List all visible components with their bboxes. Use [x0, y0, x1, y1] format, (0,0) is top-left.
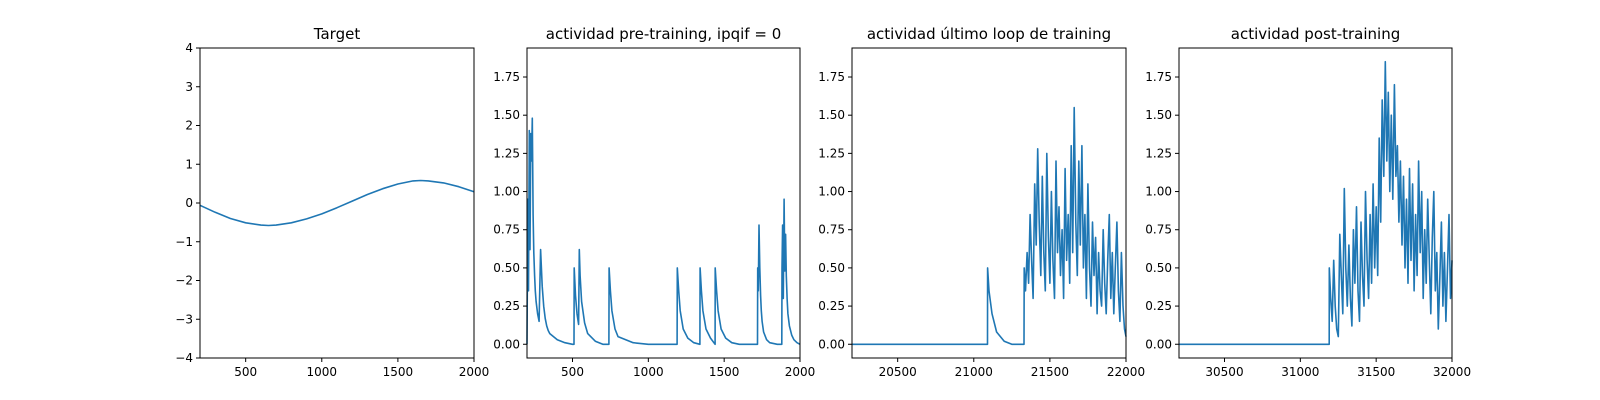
subplot-1: Target 500 1000 1500 2000 −4 −3 −2 −1 0 1 2 3 4	[175, 25, 489, 379]
y-tick-label: 1.00	[493, 185, 520, 199]
y-tick-label: 1.00	[1145, 185, 1172, 199]
x-tick-label: 31000	[1281, 365, 1319, 379]
y-tick-label: 3	[185, 80, 193, 94]
y-tick-label: 0.00	[493, 337, 520, 351]
x-tick-label: 30500	[1205, 365, 1243, 379]
y-tick-label: 0.50	[493, 261, 520, 275]
y-tick-label: −3	[175, 312, 193, 326]
y-tick-label: 2	[185, 119, 193, 133]
y-tick-label: 0.00	[818, 337, 845, 351]
y-tick-label: 0.50	[818, 261, 845, 275]
y-tick-label: 1.25	[1145, 146, 1172, 160]
y-tick-label: 4	[185, 41, 193, 55]
y-tick-label: 0.75	[493, 223, 520, 237]
y-tick-label: 0.00	[1145, 337, 1172, 351]
y-tick-label: −2	[175, 274, 193, 288]
axes-frame	[1178, 47, 1453, 359]
subplot-title: actividad último loop de training	[867, 25, 1111, 43]
series-line	[1179, 60, 1453, 346]
y-tick-label: −4	[175, 351, 193, 365]
axes-frame	[851, 47, 1127, 359]
y-tick-label: 1.25	[818, 146, 845, 160]
axes-frame	[526, 47, 801, 359]
subplot-title: actividad pre-training, ipqif = 0	[546, 25, 782, 43]
series-line	[526, 117, 801, 346]
series-line	[852, 106, 1127, 346]
subplot-4: actividad post-training 30500 31000 31500 32…	[1145, 25, 1471, 379]
subplot-title: Target	[313, 25, 361, 43]
x-tick-label: 1000	[633, 365, 664, 379]
y-tick-label: −1	[175, 235, 193, 249]
x-tick-label: 1000	[307, 365, 338, 379]
y-tick-label: 1.50	[1145, 108, 1172, 122]
subplot-title: actividad post-training	[1231, 25, 1400, 43]
x-tick-label: 21500	[1031, 365, 1069, 379]
x-tick-label: 20500	[879, 365, 917, 379]
y-tick-label: 0.75	[818, 223, 845, 237]
y-tick-label: 0.25	[1145, 299, 1172, 313]
y-tick-label: 1.25	[493, 146, 520, 160]
y-tick-label: 0.75	[1145, 223, 1172, 237]
x-tick-label: 500	[234, 365, 257, 379]
x-tick-label: 500	[561, 365, 584, 379]
axes-frame	[199, 47, 475, 359]
y-tick-label: 1.00	[818, 185, 845, 199]
x-tick-label: 2000	[459, 365, 490, 379]
x-tick-label: 1500	[383, 365, 414, 379]
y-tick-label: 1.75	[493, 70, 520, 84]
y-tick-label: 1.50	[493, 108, 520, 122]
x-tick-label: 1500	[709, 365, 740, 379]
x-tick-label: 31500	[1357, 365, 1395, 379]
y-tick-label: 1.75	[818, 70, 845, 84]
subplot-2: actividad pre-training, ipqif = 0 500 1000…	[493, 25, 815, 379]
x-tick-label: 2000	[785, 365, 816, 379]
subplot-3: actividad último loop de training 20500 21…	[818, 25, 1145, 379]
y-tick-label: 1	[185, 157, 193, 171]
y-tick-label: 1.50	[818, 108, 845, 122]
y-tick-label: 0.25	[493, 299, 520, 313]
x-tick-label: 32000	[1433, 365, 1471, 379]
y-tick-label: 0.50	[1145, 261, 1172, 275]
x-tick-label: 21000	[955, 365, 993, 379]
y-tick-label: 1.75	[1145, 70, 1172, 84]
y-tick-label: 0	[185, 196, 193, 210]
y-tick-label: 0.25	[818, 299, 845, 313]
x-tick-label: 22000	[1107, 365, 1145, 379]
series-line	[199, 179, 475, 227]
